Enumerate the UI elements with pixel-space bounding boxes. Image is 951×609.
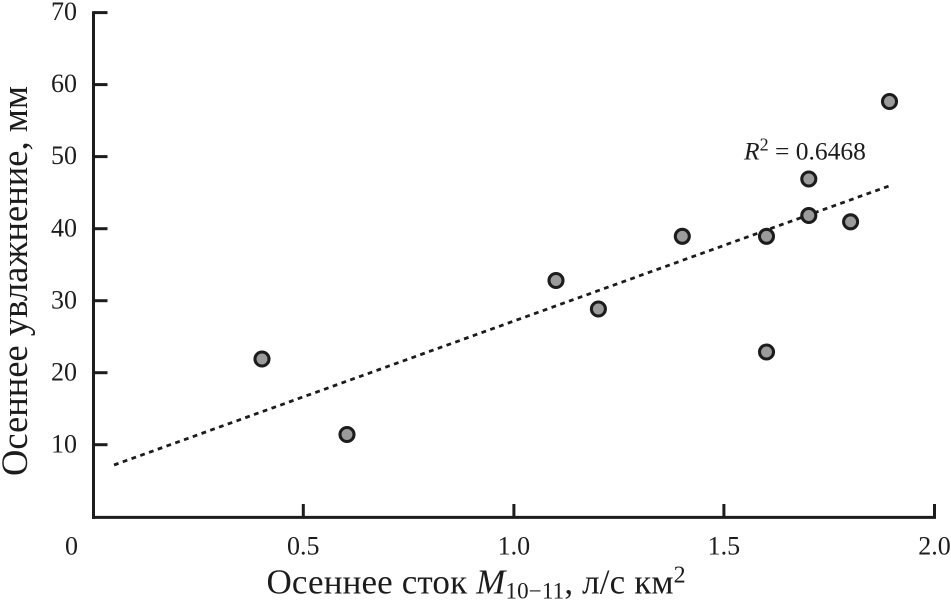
svg-text:2.0: 2.0	[918, 532, 951, 561]
svg-text:0: 0	[65, 532, 78, 561]
svg-text:0.5: 0.5	[287, 532, 320, 561]
svg-text:40: 40	[51, 213, 77, 242]
svg-text:50: 50	[51, 141, 77, 170]
svg-text:R2 = 0.6468: R2 = 0.6468	[743, 135, 866, 166]
svg-text:1.0: 1.0	[498, 532, 531, 561]
svg-text:60: 60	[51, 69, 77, 98]
svg-text:20: 20	[51, 357, 77, 386]
svg-text:30: 30	[51, 285, 77, 314]
svg-text:Осеннее сток M10−11, л/с км2: Осеннее сток M10−11, л/с км2	[267, 562, 686, 603]
svg-text:1.5: 1.5	[708, 532, 741, 561]
svg-text:10: 10	[51, 429, 77, 458]
svg-text:70: 70	[51, 0, 77, 26]
svg-text:Осеннее увлажнение, мм: Осеннее увлажнение, мм	[0, 86, 35, 476]
